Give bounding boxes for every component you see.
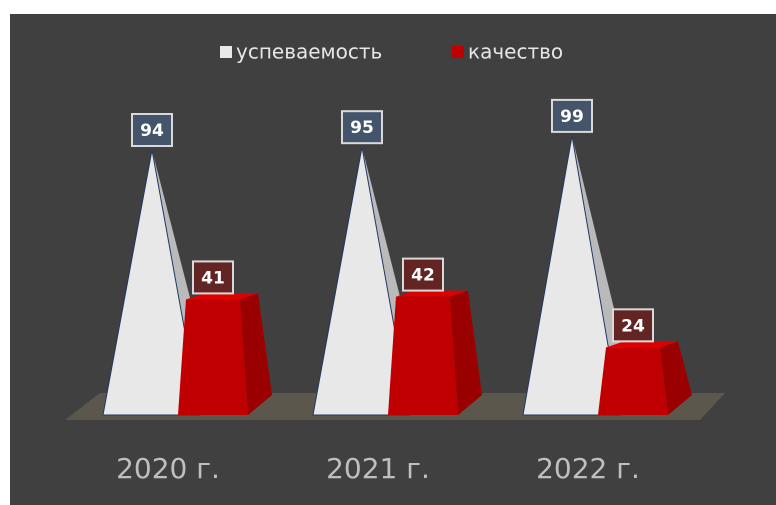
data-label-box <box>612 308 654 343</box>
data-label-box <box>192 260 234 295</box>
data-label: 94 <box>140 121 164 141</box>
data-label: 42 <box>411 266 435 286</box>
data-label: 24 <box>621 316 645 336</box>
x-tick-label: 2020 г. <box>116 452 220 485</box>
block-top <box>396 290 468 297</box>
block-front <box>598 347 668 415</box>
truncated-pyramid <box>388 290 482 415</box>
block-side <box>660 341 692 415</box>
x-tick-label: 2021 г. <box>326 452 430 485</box>
legend-swatch <box>220 46 232 58</box>
data-label-box <box>402 257 444 292</box>
data-label: 41 <box>201 268 225 288</box>
data-label: 99 <box>560 107 584 127</box>
legend-label: качество <box>468 40 563 64</box>
data-label-group: 99 <box>551 98 593 133</box>
data-label-group: 42 <box>402 257 444 292</box>
legend-swatch <box>452 46 464 58</box>
block-front <box>388 296 458 415</box>
block-side <box>450 290 482 415</box>
pyramid-front <box>522 135 621 416</box>
block-side <box>240 293 272 415</box>
pyramid-front <box>312 147 411 416</box>
block-top <box>186 293 258 300</box>
block-front <box>178 299 248 415</box>
data-label-group: 41 <box>192 260 234 295</box>
data-label-group: 94 <box>131 113 173 147</box>
data-label-box <box>551 98 593 133</box>
data-label: 95 <box>350 118 374 138</box>
truncated-pyramid <box>598 341 692 415</box>
data-label-box <box>131 113 173 147</box>
data-label-group: 24 <box>612 308 654 343</box>
data-label-box <box>341 110 383 145</box>
truncated-pyramid <box>178 293 272 415</box>
data-label-group: 95 <box>341 110 383 145</box>
chart-background <box>10 14 776 505</box>
block-top <box>606 341 678 348</box>
pyramid-front <box>102 149 201 416</box>
x-tick-label: 2022 г. <box>536 452 640 485</box>
legend-label: успеваемость <box>236 40 382 64</box>
